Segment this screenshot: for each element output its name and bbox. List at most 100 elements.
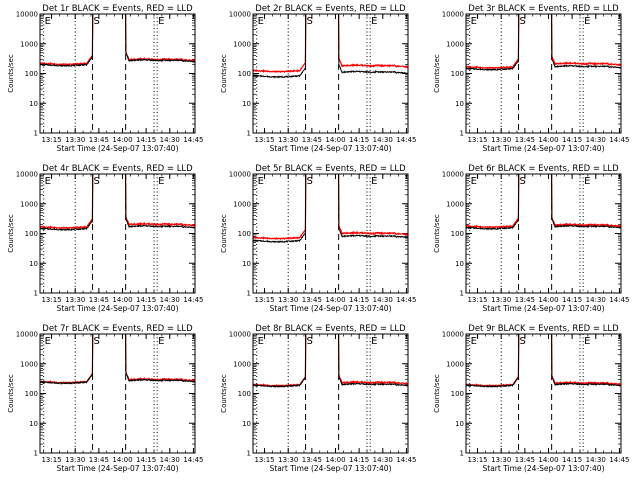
- x-axis-label: Start Time (24-Sep-07 13:07:40): [57, 144, 179, 153]
- x-tick-label: 14:15: [136, 136, 156, 144]
- marker-label: E: [45, 176, 51, 187]
- x-tick-label: 14:15: [562, 456, 582, 464]
- events-series: [40, 334, 195, 385]
- panel-3: Det 3r BLACK = Events, RED = LLD 1 10 100 10…: [433, 4, 630, 153]
- y-tick-label: 100: [238, 390, 251, 398]
- events-series: [466, 174, 621, 231]
- x-tick-label: 14:45: [183, 136, 203, 144]
- y-tick-label: 10000: [442, 11, 464, 19]
- y-tick-label: 100: [451, 390, 464, 398]
- marker-label: E: [584, 176, 590, 187]
- marker-label: E: [258, 336, 264, 347]
- marker-label: E: [45, 336, 51, 347]
- x-tick-label: 14:30: [373, 296, 393, 304]
- y-axis-label: Counts/sec: [220, 374, 228, 413]
- lld-series: [466, 174, 621, 229]
- y-tick-label: 10: [455, 260, 464, 268]
- x-tick-label: 13:45: [515, 456, 535, 464]
- lld-series: [466, 14, 621, 70]
- x-tick-label: 13:45: [302, 136, 322, 144]
- events-series: [40, 14, 195, 68]
- y-tick-label: 1: [34, 290, 38, 298]
- panel-title: Det 2r BLACK = Events, RED = LLD: [255, 4, 406, 14]
- marker-label: S: [520, 336, 526, 347]
- marker-label: S: [520, 16, 526, 27]
- x-tick-label: 13:30: [278, 456, 298, 464]
- y-tick-label: 1: [460, 290, 464, 298]
- x-tick-label: 13:15: [467, 456, 487, 464]
- x-tick-label: 14:45: [396, 296, 416, 304]
- marker-label: E: [258, 16, 264, 27]
- x-tick-label: 13:15: [41, 296, 61, 304]
- y-tick-label: 10000: [16, 171, 38, 179]
- marker-label: E: [158, 16, 164, 27]
- x-tick-label: 14:45: [396, 136, 416, 144]
- events-series: [40, 174, 195, 232]
- x-tick-label: 13:45: [89, 136, 109, 144]
- x-tick-label: 14:30: [586, 296, 606, 304]
- x-tick-label: 13:30: [491, 296, 511, 304]
- y-tick-label: 1000: [233, 360, 251, 368]
- x-tick-label: 13:15: [41, 136, 61, 144]
- y-tick-label: 10: [29, 420, 38, 428]
- y-axis-label: Counts/sec: [220, 54, 228, 93]
- lld-series: [40, 14, 195, 66]
- x-tick-label: 13:30: [491, 136, 511, 144]
- y-tick-label: 10000: [16, 331, 38, 339]
- x-axis-label: Start Time (24-Sep-07 13:07:40): [57, 464, 179, 473]
- y-axis-label: Counts/sec: [433, 54, 441, 93]
- y-tick-label: 10: [242, 420, 251, 428]
- y-tick-label: 1000: [446, 360, 464, 368]
- y-tick-label: 10: [242, 260, 251, 268]
- y-tick-label: 1000: [233, 200, 251, 208]
- x-tick-label: 13:45: [302, 296, 322, 304]
- y-axis-label: Counts/sec: [7, 214, 15, 253]
- marker-label: S: [307, 16, 313, 27]
- x-tick-label: 14:30: [160, 456, 180, 464]
- panel-title: Det 1r BLACK = Events, RED = LLD: [42, 4, 193, 14]
- y-tick-label: 10: [455, 420, 464, 428]
- x-tick-label: 14:15: [349, 456, 369, 464]
- plot-frame: [252, 333, 409, 454]
- events-series: [253, 174, 408, 244]
- x-tick-label: 13:30: [491, 456, 511, 464]
- x-axis-label: Start Time (24-Sep-07 13:07:40): [270, 304, 392, 313]
- y-axis-label: Counts/sec: [433, 214, 441, 253]
- y-tick-label: 10000: [229, 331, 251, 339]
- x-axis-label: Start Time (24-Sep-07 13:07:40): [483, 464, 605, 473]
- panel-2: Det 2r BLACK = Events, RED = LLD 1 10 100 10…: [220, 4, 417, 153]
- panel-4: Det 4r BLACK = Events, RED = LLD 1 10 100 10…: [7, 164, 204, 313]
- y-tick-label: 100: [238, 230, 251, 238]
- panel-5: Det 5r BLACK = Events, RED = LLD 1 10 100 10…: [220, 164, 417, 313]
- lld-series: [40, 174, 195, 230]
- x-axis-label: Start Time (24-Sep-07 13:07:40): [270, 144, 392, 153]
- x-tick-label: 13:30: [65, 296, 85, 304]
- y-tick-label: 1: [247, 450, 251, 458]
- marker-label: E: [158, 176, 164, 187]
- marker-label: E: [158, 336, 164, 347]
- y-tick-label: 10: [29, 260, 38, 268]
- x-tick-label: 14:00: [538, 296, 558, 304]
- x-tick-label: 13:15: [254, 456, 274, 464]
- y-tick-label: 10: [242, 100, 251, 108]
- plot-frame: [252, 173, 409, 294]
- x-tick-label: 13:15: [254, 136, 274, 144]
- y-tick-label: 1: [460, 130, 464, 138]
- events-series: [253, 14, 408, 79]
- marker-label: E: [584, 336, 590, 347]
- y-axis-label: Counts/sec: [433, 374, 441, 413]
- y-axis-label: Counts/sec: [7, 374, 15, 413]
- x-tick-label: 13:15: [467, 296, 487, 304]
- x-tick-label: 14:45: [609, 456, 629, 464]
- x-axis-label: Start Time (24-Sep-07 13:07:40): [270, 464, 392, 473]
- x-tick-label: 14:15: [349, 296, 369, 304]
- x-tick-label: 14:45: [396, 456, 416, 464]
- y-tick-label: 100: [25, 230, 38, 238]
- x-tick-label: 13:30: [278, 136, 298, 144]
- marker-label: E: [471, 16, 477, 27]
- marker-label: S: [94, 176, 100, 187]
- y-tick-label: 1000: [20, 200, 38, 208]
- plot-frame: [252, 13, 409, 134]
- x-tick-label: 13:45: [515, 136, 535, 144]
